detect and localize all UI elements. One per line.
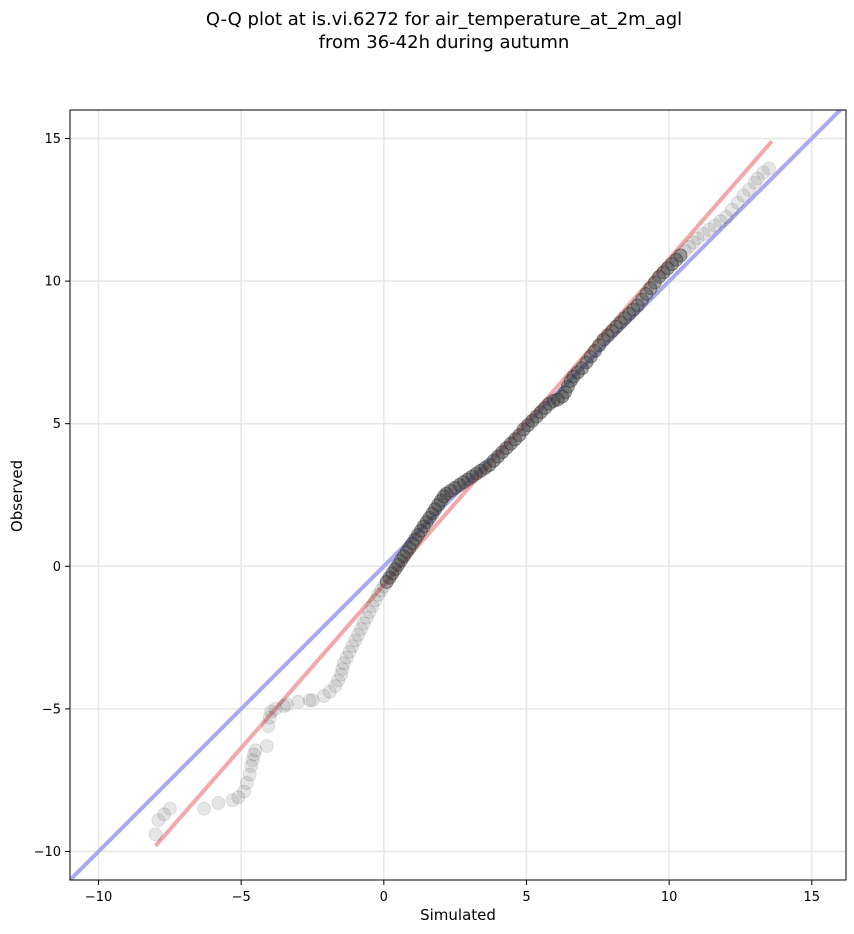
y-tick-label: 10 xyxy=(44,275,61,290)
data-point xyxy=(279,697,294,712)
data-point xyxy=(690,231,705,246)
y-tick-label: 5 xyxy=(53,417,61,432)
y-axis-ticks: −10 −5 0 5 10 15 xyxy=(34,132,70,860)
data-point xyxy=(148,827,163,842)
data-point xyxy=(231,790,246,805)
data-point xyxy=(702,222,717,237)
data-point xyxy=(682,239,697,254)
x-tick-label: −10 xyxy=(85,890,112,905)
data-point xyxy=(244,758,259,773)
data-point xyxy=(261,719,276,733)
data-point xyxy=(686,235,701,250)
data-point xyxy=(336,656,351,671)
data-point xyxy=(730,195,745,210)
data-point xyxy=(225,793,240,808)
data-point xyxy=(351,627,366,642)
data-point xyxy=(276,699,291,714)
data-point xyxy=(747,175,762,190)
data-point xyxy=(713,214,728,229)
data-point xyxy=(736,188,751,203)
data-point xyxy=(328,679,343,694)
data-point xyxy=(239,776,254,791)
data-point xyxy=(268,701,283,716)
y-tick-label: 0 xyxy=(53,560,61,575)
data-point xyxy=(356,616,371,631)
data-point xyxy=(368,593,383,608)
data-point xyxy=(259,738,274,753)
data-point xyxy=(157,807,172,822)
data-point xyxy=(331,673,346,688)
data-point xyxy=(322,684,337,699)
data-point xyxy=(707,218,722,233)
x-tick-label: 5 xyxy=(522,890,530,905)
data-point xyxy=(365,599,380,614)
plot-frame xyxy=(69,109,847,881)
chart-title: Q-Q plot at is.vi.6272 for air_temperatu… xyxy=(206,9,682,30)
data-point xyxy=(756,165,771,180)
data-point xyxy=(242,767,257,782)
data-point xyxy=(345,639,360,654)
data-point xyxy=(237,784,252,799)
data-point xyxy=(371,587,386,602)
data-point xyxy=(750,171,765,186)
data-point xyxy=(359,610,374,625)
data-point xyxy=(335,661,350,676)
data-point xyxy=(354,622,368,637)
data-point xyxy=(291,694,306,709)
data-point xyxy=(362,604,377,619)
data-point xyxy=(264,704,279,719)
data-point xyxy=(719,209,734,224)
x-tick-label: 10 xyxy=(661,890,678,905)
x-tick-label: 0 xyxy=(380,890,388,905)
data-point xyxy=(339,650,354,665)
y-tick-label: 15 xyxy=(44,132,61,147)
identity-line xyxy=(70,110,844,880)
data-point xyxy=(305,693,320,708)
data-point xyxy=(348,633,363,648)
data-point xyxy=(761,161,776,176)
data-point xyxy=(677,244,692,259)
x-tick-label: −5 xyxy=(232,890,251,905)
data-point xyxy=(302,693,317,708)
reference-lines xyxy=(70,110,844,880)
data-point xyxy=(262,710,277,725)
x-axis-label: Simulated xyxy=(420,906,496,924)
y-tick-label: −5 xyxy=(42,702,61,717)
data-points xyxy=(148,161,776,842)
data-point xyxy=(673,248,688,263)
data-point xyxy=(334,667,349,682)
fit-line xyxy=(154,140,774,848)
data-point xyxy=(162,801,177,816)
data-point xyxy=(245,753,260,768)
y-axis-label: Observed xyxy=(8,460,26,532)
chart-subtitle: from 36-42h during autumn xyxy=(319,32,570,53)
data-point xyxy=(151,813,166,828)
data-point xyxy=(211,796,226,810)
y-tick-label: −10 xyxy=(34,845,61,860)
data-point xyxy=(724,202,739,217)
data-point xyxy=(342,644,357,659)
x-axis-ticks: −10 −5 0 5 10 15 xyxy=(85,880,820,905)
data-point xyxy=(742,182,756,197)
data-point xyxy=(248,743,263,758)
data-point xyxy=(696,227,711,242)
data-point xyxy=(197,801,212,816)
grid-lines xyxy=(70,110,846,880)
data-point xyxy=(316,689,331,704)
x-tick-label: 15 xyxy=(803,890,820,905)
data-point xyxy=(247,747,262,762)
